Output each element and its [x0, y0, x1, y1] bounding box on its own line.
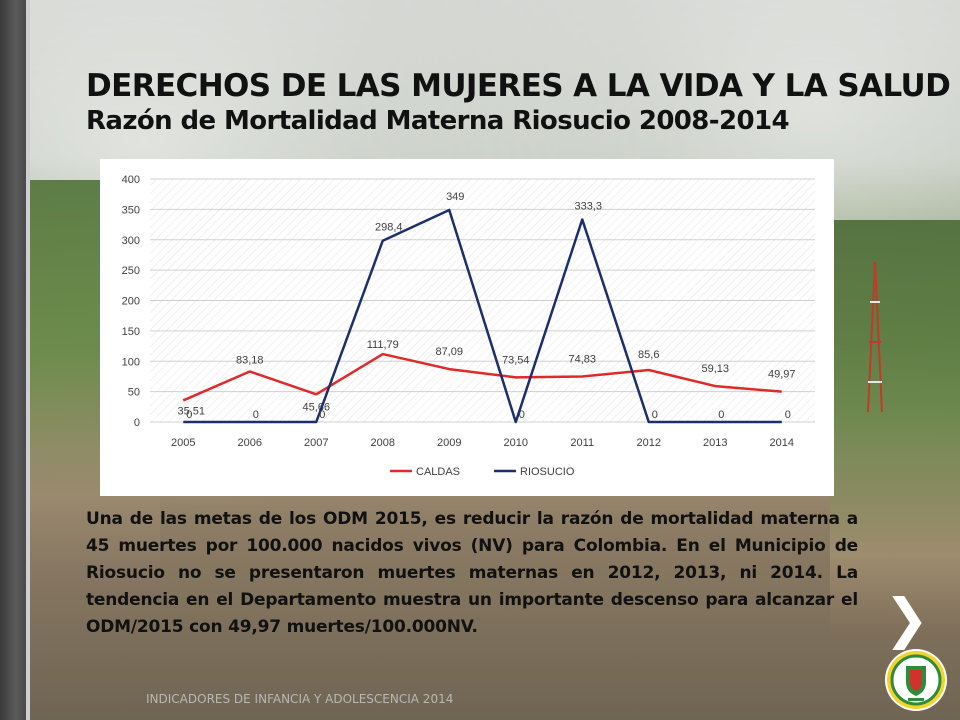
chart-panel: 0 50 100 150 200 250 300 350 400 2005 2006 2007 2008…: [100, 159, 834, 496]
y-tick-label: 300: [122, 235, 140, 247]
legend-label-riosucio: RIOSUCIO: [520, 466, 575, 478]
data-label-caldas: 87,09: [435, 346, 463, 358]
y-tick-label: 0: [134, 417, 140, 429]
y-tick-label: 100: [122, 356, 140, 368]
slide-title: DERECHOS DE LAS MUJERES A LA VIDA Y LA S…: [86, 68, 951, 104]
data-label-riosucio: 0: [519, 409, 525, 421]
y-tick-label: 150: [122, 326, 140, 338]
x-tick-label: 2011: [570, 437, 594, 449]
data-label-riosucio: 349: [446, 191, 464, 203]
data-label-riosucio: 0: [186, 409, 192, 421]
slide-body-text: Una de las metas de los ODM 2015, es red…: [86, 509, 858, 637]
data-label-riosucio: 0: [785, 409, 791, 421]
data-label-caldas: 59,13: [701, 363, 729, 375]
antenna-tower-image: [867, 262, 883, 412]
legend-label-caldas: CALDAS: [416, 466, 460, 478]
data-label-caldas: 73,54: [502, 354, 530, 366]
data-label-riosucio: 0: [319, 409, 325, 421]
y-tick-label: 50: [128, 387, 140, 399]
data-label-caldas: 45,66: [302, 401, 330, 413]
data-label-caldas: 74,83: [568, 354, 596, 366]
y-tick-label: 200: [122, 296, 140, 308]
y-tick-label: 250: [122, 265, 140, 277]
x-tick-label: 2010: [504, 437, 528, 449]
series-line-riosucio: [183, 208, 782, 424]
y-tick-label: 400: [122, 174, 140, 186]
y-tick-label: 350: [122, 204, 140, 216]
slide-subtitle: Razón de Mortalidad Materna Riosucio 200…: [86, 106, 790, 136]
data-label-riosucio: 298,4: [375, 222, 403, 234]
data-label-caldas: 111,79: [367, 339, 399, 351]
x-tick-label: 2008: [371, 437, 395, 449]
x-tick-label: 2012: [637, 437, 661, 449]
chevron-right-icon[interactable]: ❯: [884, 587, 930, 650]
slide-footer: INDICADORES DE INFANCIA Y ADOLESCENCIA 2…: [146, 692, 454, 706]
data-label-caldas: 49,97: [768, 369, 796, 381]
x-tick-label: 2007: [304, 437, 328, 449]
x-tick-label: 2014: [770, 437, 794, 449]
x-tick-label: 2006: [238, 437, 262, 449]
data-label-riosucio: 0: [253, 409, 259, 421]
data-label-caldas: 83,18: [236, 354, 264, 366]
maternal-mortality-line-chart: 0 50 100 150 200 250 300 350 400 2005 2006 2007 2008…: [122, 174, 815, 478]
data-label-caldas: 35,51: [177, 405, 205, 417]
municipal-seal-logo: [885, 649, 947, 711]
data-label-riosucio: 0: [652, 409, 658, 421]
x-tick-label: 2005: [171, 437, 195, 449]
left-edge-stripe: [26, 0, 30, 720]
data-label-caldas: 85,6: [638, 349, 659, 361]
x-tick-label: 2013: [703, 437, 727, 449]
x-tick-label: 2009: [437, 437, 461, 449]
series-line-caldas: [182, 352, 782, 402]
data-label-riosucio: 0: [718, 409, 724, 421]
data-label-riosucio: 333,3: [574, 201, 602, 213]
background-hill-right: [830, 220, 960, 640]
left-decorative-bar: [0, 0, 26, 720]
